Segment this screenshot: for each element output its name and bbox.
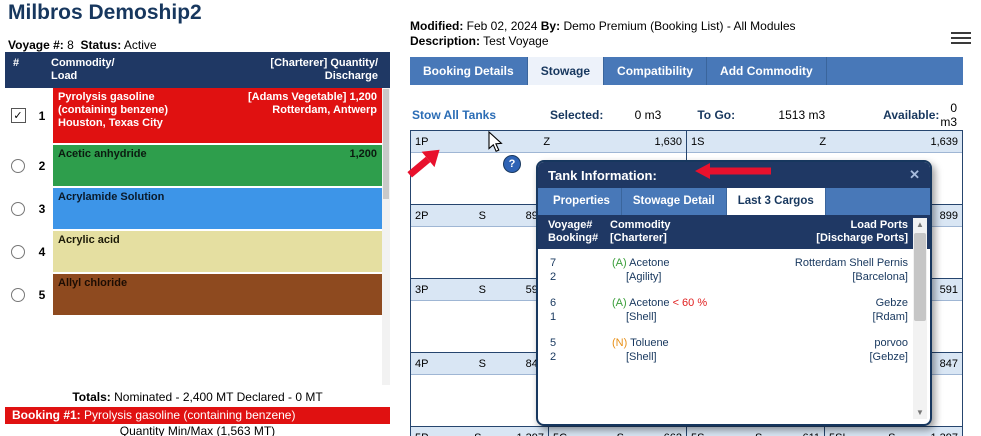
togo-value: 1513 m3 [778, 108, 826, 122]
voyage-meta: Modified: Feb 02, 2024 By: Demo Premium … [410, 19, 796, 49]
annotation-arrow-icon [407, 149, 440, 178]
description-value: Test Voyage [483, 34, 549, 48]
voyage-status-line: Voyage #: 8 Status: Active [8, 38, 157, 52]
popup-scrollbar[interactable]: ▲ ▼ [913, 218, 927, 419]
by-value: Demo Premium (Booking List) - All Module… [563, 19, 796, 33]
booking-4-radio[interactable] [11, 244, 25, 259]
tank-cell-5c[interactable]: 5CS662 [549, 427, 687, 436]
booking-3-number: 3 [31, 188, 53, 229]
annex-badge: (A) [612, 257, 627, 269]
booking-1-commodity: Pyrolysis gasoline (containing benzene) … [58, 91, 168, 129]
tank-cell-5s[interactable]: 5SS611 [687, 427, 825, 436]
tank-cell-5sl[interactable]: 5SLS1,397 [825, 427, 963, 436]
booking-5-radio[interactable] [11, 287, 25, 302]
popup-tab-last-3-cargos[interactable]: Last 3 Cargos [726, 188, 826, 215]
booking-list-scrollbar[interactable] [382, 88, 390, 385]
stow-all-tanks-link[interactable]: Stow All Tanks [412, 108, 497, 122]
booking-3-radio[interactable] [11, 201, 25, 216]
popup-tab-bar: Properties Stowage Detail Last 3 Cargos [538, 188, 930, 215]
booking-4-commodity: Acrylic acid [58, 234, 120, 246]
scroll-down-icon[interactable]: ▼ [916, 408, 924, 417]
popup-tab-properties[interactable]: Properties [542, 188, 622, 215]
booking-2-radio[interactable] [11, 158, 25, 173]
scrollbar-thumb[interactable] [914, 233, 926, 321]
quantity-minmax-line: Quantity Min/Max (1,563 MT) [119, 424, 276, 436]
available-value: 0 m3 [940, 101, 957, 129]
annotation-arrow-icon [695, 163, 771, 179]
booking-list-header: # Commodity/ Load [Charterer] Quantity/ … [5, 52, 390, 88]
annex-badge: (N) [612, 337, 628, 349]
help-icon[interactable]: ? [503, 155, 521, 173]
selected-label: Selected: [550, 108, 604, 122]
by-label: By: [540, 19, 561, 33]
tab-add-commodity[interactable]: Add Commodity [707, 57, 827, 85]
booking-row-1[interactable]: ✓ 1 Pyrolysis gasoline (containing benze… [5, 88, 390, 143]
banner-label: Booking #1: [12, 408, 81, 422]
close-icon[interactable]: ✕ [909, 167, 920, 182]
tank-cell-4p[interactable]: 4P S 847 [411, 353, 549, 427]
annex-badge: (A) [612, 297, 627, 309]
tank-cell-3p[interactable]: 3P S 591 [411, 279, 549, 353]
modified-label: Modified: [410, 19, 464, 33]
voyage-value: 8 [67, 38, 74, 52]
tank-information-popup: Tank Information: ✕ Properties Stowage D… [536, 160, 932, 426]
page-title: Milbros Demoship2 [8, 1, 202, 24]
col-charterer-quantity: [Charterer] Quantity/ Discharge [270, 57, 378, 82]
booking-2-commodity: Acetic anhydride [58, 148, 147, 160]
booking-1-checkbox[interactable]: ✓ [10, 108, 26, 123]
description-label: Description: [410, 34, 481, 48]
tab-compatibility[interactable]: Compatibility [604, 57, 708, 85]
popup-title: Tank Information: [548, 167, 657, 183]
tank-row-5: 5PS1,397 5CS662 5SS611 5SLS1,397 [411, 427, 963, 436]
booking-row-3[interactable]: 3 Acrylamide Solution [5, 188, 390, 229]
totals-label: Totals: [72, 390, 111, 404]
scroll-up-icon[interactable]: ▲ [916, 220, 924, 229]
booking-3-commodity: Acrylamide Solution [58, 191, 165, 203]
selected-value: 0 m3 [634, 108, 662, 122]
booking-row-2[interactable]: 2 Acetic anhydride 1,200 [5, 145, 390, 186]
main-tab-bar: Booking Details Stowage Compatibility Ad… [410, 57, 963, 85]
available-label: Available: [883, 108, 940, 122]
popup-tab-stowage-detail[interactable]: Stowage Detail [622, 188, 727, 215]
booking-5-commodity: Allyl chloride [58, 277, 128, 289]
booking-1-charterer-ports: [Adams Vegetable] 1,200 Rotterdam, Antwe… [247, 91, 377, 116]
totals-value: Nominated - 2,400 MT Declared - 0 MT [114, 390, 323, 404]
booking-2-quantity: 1,200 [349, 148, 377, 160]
booking-5-number: 5 [31, 274, 53, 315]
tab-stowage[interactable]: Stowage [527, 57, 605, 85]
col-number: # [13, 57, 20, 69]
stow-summary-bar: Stow All Tanks Selected: 0 m3 To Go: 151… [412, 101, 963, 129]
popup-table-header: Voyage# Booking# Commodity [Charterer] Loa… [538, 215, 930, 249]
booking-2-number: 2 [31, 145, 53, 186]
voyage-label: Voyage #: [8, 38, 64, 52]
popup-title-bar: Tank Information: ✕ [538, 162, 930, 188]
booking-banner: Booking #1: Pyrolysis gasoline (containi… [5, 407, 390, 424]
totals-line: Totals: Nominated - 2,400 MT Declared - … [5, 390, 390, 404]
mouse-cursor-icon [488, 131, 503, 153]
status-label: Status: [80, 38, 122, 52]
col-commodity-load: Commodity/ Load [51, 57, 115, 82]
hamburger-menu-icon[interactable] [951, 32, 971, 47]
booking-1-number: 1 [31, 88, 53, 143]
scrollbar-thumb[interactable] [383, 89, 389, 199]
tank-cell-2p[interactable]: 2P S 899 [411, 205, 549, 279]
banner-value: Pyrolysis gasoline (containing benzene) [84, 408, 296, 422]
booking-list-panel: # Commodity/ Load [Charterer] Quantity/ … [5, 52, 390, 436]
tank-cell-5p[interactable]: 5PS1,397 [411, 427, 549, 436]
booking-row-4[interactable]: 4 Acrylic acid [5, 231, 390, 272]
booking-row-5[interactable]: 5 Allyl chloride [5, 274, 390, 315]
togo-label: To Go: [697, 108, 736, 122]
modified-value: Feb 02, 2024 [466, 19, 538, 33]
tab-booking-details[interactable]: Booking Details [410, 57, 528, 85]
booking-4-number: 4 [31, 231, 53, 272]
status-value: Active [123, 38, 157, 52]
